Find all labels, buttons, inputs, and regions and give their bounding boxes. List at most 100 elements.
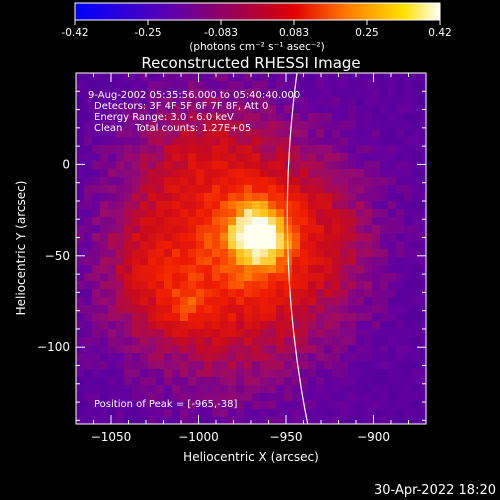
heatmap-cell xyxy=(316,129,325,138)
heatmap-cell xyxy=(124,289,133,298)
heatmap-cell xyxy=(228,337,237,346)
heatmap-cell xyxy=(164,305,173,314)
heatmap-cell xyxy=(148,193,157,202)
heatmap-cell xyxy=(180,393,189,402)
heatmap-cell xyxy=(140,233,149,242)
heatmap-cell xyxy=(268,353,277,362)
heatmap-cell xyxy=(76,217,85,226)
heatmap-cell xyxy=(180,409,189,418)
heatmap-cell xyxy=(148,73,157,82)
heatmap-cell xyxy=(84,409,93,418)
heatmap-cell xyxy=(348,121,357,130)
heatmap-cell xyxy=(124,137,133,146)
heatmap-cell xyxy=(388,233,397,242)
heatmap-cell xyxy=(100,105,109,114)
heatmap-cell xyxy=(148,185,157,194)
heatmap-cell xyxy=(188,305,197,314)
heatmap-cell xyxy=(340,369,349,378)
heatmap-cell xyxy=(252,257,261,266)
heatmap-cell xyxy=(196,281,205,290)
heatmap-cell xyxy=(268,417,277,424)
heatmap-cell xyxy=(356,81,365,90)
heatmap-cell xyxy=(356,273,365,282)
heatmap-cell xyxy=(164,289,173,298)
heatmap-cell xyxy=(196,273,205,282)
heatmap-cell xyxy=(116,209,125,218)
heatmap-cell xyxy=(76,353,85,362)
heatmap-cell xyxy=(228,153,237,162)
heatmap-cell xyxy=(268,305,277,314)
heatmap-cell xyxy=(268,289,277,298)
heatmap-cell xyxy=(220,241,229,250)
heatmap-cell xyxy=(324,393,333,402)
heatmap-cell xyxy=(140,97,149,106)
heatmap-cell xyxy=(196,313,205,322)
heatmap-cell xyxy=(276,153,285,162)
heatmap-cell xyxy=(252,161,261,170)
heatmap-cell xyxy=(284,97,293,106)
heatmap-cell xyxy=(116,321,125,330)
heatmap-cell xyxy=(220,89,229,98)
heatmap-cell xyxy=(100,369,109,378)
heatmap-cell xyxy=(124,313,133,322)
heatmap-cell xyxy=(340,249,349,258)
heatmap-cell xyxy=(132,81,141,90)
heatmap-cell xyxy=(204,265,213,274)
heatmap-cell xyxy=(172,305,181,314)
heatmap-cell xyxy=(220,385,229,394)
heatmap-cell xyxy=(380,393,389,402)
heatmap-cell xyxy=(76,73,85,82)
heatmap-cell xyxy=(76,201,85,210)
heatmap-cell xyxy=(92,185,101,194)
heatmap-cell xyxy=(76,193,85,202)
heatmap-cell xyxy=(108,97,117,106)
heatmap-cell xyxy=(324,73,333,82)
heatmap-cell xyxy=(404,393,413,402)
heatmap-cell xyxy=(156,353,165,362)
heatmap-cell xyxy=(420,369,426,378)
heatmap-cell xyxy=(116,393,125,402)
heatmap-cell xyxy=(276,177,285,186)
heatmap-cell xyxy=(180,97,189,106)
heatmap-cell xyxy=(236,241,245,250)
heatmap-cell xyxy=(244,305,253,314)
heatmap-cell xyxy=(116,161,125,170)
heatmap-cell xyxy=(300,193,309,202)
heatmap-cell xyxy=(140,265,149,274)
heatmap-cell xyxy=(284,369,293,378)
heatmap-cell xyxy=(364,417,373,424)
heatmap-cell xyxy=(76,209,85,218)
heatmap-cell xyxy=(420,337,426,346)
heatmap-cell xyxy=(364,385,373,394)
heatmap-cell xyxy=(92,249,101,258)
heatmap-cell xyxy=(356,169,365,178)
heatmap-cell xyxy=(220,129,229,138)
heatmap-cell xyxy=(172,225,181,234)
heatmap-cell xyxy=(236,329,245,338)
heatmap-cell xyxy=(332,353,341,362)
heatmap-cell xyxy=(372,153,381,162)
heatmap-cell xyxy=(164,337,173,346)
heatmap-cell xyxy=(268,73,277,82)
heatmap-cell xyxy=(340,313,349,322)
heatmap-cell xyxy=(276,297,285,306)
heatmap-cell xyxy=(372,257,381,266)
heatmap-cell xyxy=(212,377,221,386)
heatmap-cell xyxy=(116,345,125,354)
heatmap-cell xyxy=(188,313,197,322)
heatmap-cell xyxy=(340,169,349,178)
heatmap-cell xyxy=(188,161,197,170)
heatmap-cell xyxy=(100,393,109,402)
heatmap-cell xyxy=(196,369,205,378)
heatmap-cell xyxy=(220,297,229,306)
heatmap-cell xyxy=(380,305,389,314)
heatmap-cell xyxy=(388,97,397,106)
heatmap-cell xyxy=(364,169,373,178)
heatmap-cell xyxy=(228,145,237,154)
heatmap-cell xyxy=(84,137,93,146)
colorbar-tick-label: 0.42 xyxy=(428,27,451,39)
heatmap-cell xyxy=(244,409,253,418)
heatmap-cell xyxy=(236,249,245,258)
heatmap-cell xyxy=(284,225,293,234)
heatmap-cell xyxy=(172,241,181,250)
